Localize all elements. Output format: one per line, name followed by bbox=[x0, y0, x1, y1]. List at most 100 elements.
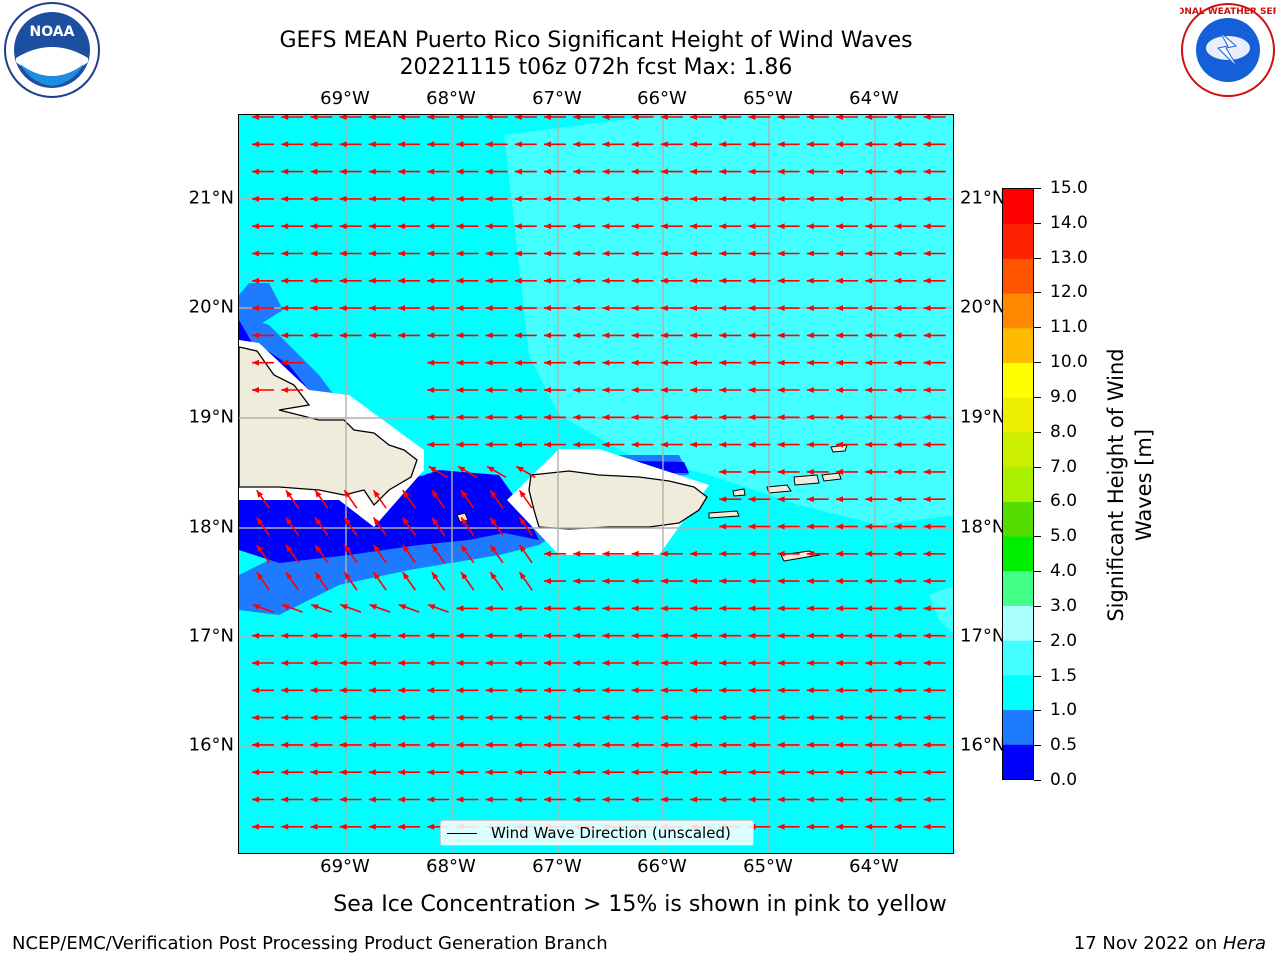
wind-wave-arrowhead bbox=[865, 796, 873, 803]
wind-wave-arrowhead bbox=[310, 632, 318, 639]
wind-wave-arrowhead bbox=[836, 687, 843, 694]
wind-wave-arrowhead bbox=[660, 578, 668, 585]
colorbar-tick-mark bbox=[1034, 640, 1041, 642]
wind-wave-arrowhead bbox=[894, 277, 902, 284]
wind-wave-arrowhead bbox=[310, 141, 318, 148]
wind-wave-arrowhead bbox=[690, 414, 697, 421]
wind-wave-arrowhead bbox=[894, 359, 902, 366]
wind-wave-arrowhead bbox=[923, 115, 931, 120]
wind-wave-arrowhead bbox=[602, 605, 610, 612]
wind-wave-arrowhead bbox=[368, 277, 376, 284]
wind-wave-arrowhead bbox=[660, 605, 668, 612]
wind-wave-arrowhead bbox=[777, 468, 785, 475]
wind-wave-arrowhead bbox=[806, 523, 814, 530]
colorbar-tick-mark bbox=[1034, 710, 1041, 712]
wind-wave-arrowhead bbox=[602, 441, 610, 448]
wind-wave-arrowhead bbox=[485, 332, 493, 339]
lat-label-right-17n: 17°N bbox=[960, 625, 1006, 647]
wind-wave-arrowhead bbox=[894, 741, 902, 748]
wind-wave-arrowhead bbox=[894, 468, 902, 475]
wind-wave-arrowhead bbox=[719, 741, 727, 748]
wind-wave-arrowhead bbox=[806, 250, 814, 257]
wind-wave-arrowhead bbox=[456, 141, 464, 148]
wind-wave-arrowhead bbox=[485, 714, 493, 721]
wind-wave-arrowhead bbox=[923, 523, 931, 530]
wind-wave-arrowhead bbox=[836, 714, 843, 721]
wind-wave-arrowhead bbox=[894, 578, 902, 585]
colorbar-tick-label: 2.0 bbox=[1050, 630, 1078, 651]
wind-wave-arrowhead bbox=[428, 466, 437, 473]
wind-wave-arrowhead bbox=[544, 359, 551, 366]
wind-wave-arrowhead bbox=[544, 660, 551, 666]
wind-wave-arrowhead bbox=[719, 305, 727, 312]
wind-wave-arrowhead bbox=[777, 714, 785, 721]
colorbar-tick-label: 13.0 bbox=[1050, 247, 1088, 268]
wind-wave-arrowhead bbox=[806, 687, 814, 694]
wind-wave-arrowhead bbox=[719, 223, 727, 230]
wind-wave-arrowhead bbox=[485, 741, 493, 748]
wind-wave-arrowhead bbox=[660, 223, 668, 230]
graticule bbox=[239, 115, 953, 853]
lat-label-left-18n: 18°N bbox=[188, 516, 234, 538]
wind-wave-arrowhead bbox=[573, 115, 581, 120]
wind-wave-arrowhead bbox=[368, 660, 376, 666]
wind-wave-arrowhead bbox=[427, 250, 435, 257]
wind-wave-arrowhead bbox=[573, 414, 581, 421]
wind-wave-arrowhead bbox=[602, 332, 610, 339]
wind-wave-arrowhead bbox=[402, 517, 410, 525]
wind-wave-arrowhead bbox=[427, 305, 435, 312]
wind-wave-arrowhead bbox=[777, 305, 785, 312]
wind-wave-arrowhead bbox=[865, 468, 873, 475]
wind-wave-arrowhead bbox=[777, 605, 785, 612]
wind-wave-arrowhead bbox=[427, 796, 435, 803]
wind-wave-arrowhead bbox=[748, 796, 756, 803]
wind-wave-arrowhead bbox=[777, 195, 785, 202]
wind-wave-arrowhead bbox=[281, 714, 289, 721]
wind-wave-arrowhead bbox=[719, 332, 727, 339]
wind-wave-arrowhead bbox=[281, 195, 289, 202]
wind-wave-arrowhead bbox=[461, 490, 468, 498]
wind-wave-arrowhead bbox=[252, 141, 259, 148]
wind-wave-arrowhead bbox=[602, 115, 610, 120]
wind-wave-arrowhead bbox=[373, 572, 380, 580]
nws-logo: NATIONAL WEATHER SERVICE bbox=[1180, 3, 1276, 97]
wind-wave-arrowhead bbox=[252, 687, 259, 694]
wind-wave-arrowhead bbox=[806, 195, 814, 202]
wind-wave-arrowhead bbox=[368, 141, 376, 148]
wind-wave-arrowhead bbox=[777, 823, 785, 830]
wind-wave-arrowhead bbox=[806, 359, 814, 366]
colorbar-tick-label: 5.0 bbox=[1050, 526, 1078, 547]
wind-wave-arrowhead bbox=[690, 387, 697, 393]
wind-wave-arrowhead bbox=[339, 141, 347, 148]
wind-wave-arrowhead bbox=[281, 359, 289, 366]
wind-wave-arrowhead bbox=[806, 115, 814, 120]
wind-wave-arrowhead bbox=[806, 796, 814, 803]
wind-wave-arrowhead bbox=[573, 332, 581, 339]
wind-wave-arrowhead bbox=[602, 741, 610, 748]
wind-wave-arrowhead bbox=[339, 714, 347, 721]
colorbar-segment bbox=[1003, 640, 1033, 676]
wind-wave-arrowhead bbox=[923, 141, 931, 148]
wind-wave-arrowhead bbox=[806, 496, 814, 503]
wind-wave-arrowhead bbox=[339, 250, 347, 257]
wave-height-zone-light-east bbox=[929, 585, 953, 634]
wind-wave-arrowhead bbox=[806, 468, 814, 475]
wind-wave-arrowhead bbox=[514, 359, 522, 366]
wind-wave-arrowhead bbox=[281, 741, 289, 748]
map-panel bbox=[238, 114, 954, 854]
wind-wave-arrowhead bbox=[431, 490, 439, 498]
lon-label-top-67w: 67°W bbox=[532, 88, 582, 109]
wind-wave-arrowhead bbox=[894, 195, 902, 202]
colorbar-tick-label: 10.0 bbox=[1050, 352, 1088, 373]
wind-wave-arrowhead bbox=[514, 250, 522, 257]
colorbar-tick-mark bbox=[1034, 362, 1041, 364]
wind-wave-arrowhead bbox=[777, 496, 785, 503]
wind-wave-arrowhead bbox=[836, 823, 843, 830]
wind-wave-arrowhead bbox=[281, 305, 289, 312]
wind-wave-arrowhead bbox=[573, 796, 581, 803]
wind-wave-arrowhead bbox=[573, 714, 581, 721]
wind-wave-arrowhead bbox=[285, 490, 293, 498]
wind-wave-arrowhead bbox=[690, 223, 697, 230]
wind-wave-arrowhead bbox=[923, 414, 931, 421]
lat-label-right-18n: 18°N bbox=[960, 516, 1006, 538]
